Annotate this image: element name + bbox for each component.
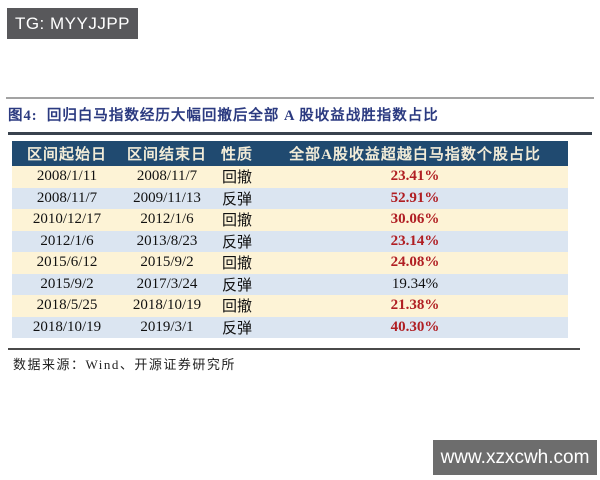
col-header-start-date: 区间起始日 — [12, 141, 122, 166]
table-row: 2018/5/25 2018/10/19 回撤 21.38% — [12, 295, 568, 317]
cell-end-date: 2015/9/2 — [122, 252, 212, 274]
top-divider-line — [6, 97, 594, 99]
cell-start-date: 2010/12/17 — [12, 209, 122, 231]
cell-end-date: 2013/8/23 — [122, 230, 212, 252]
table-row: 2008/11/7 2009/11/13 反弹 52.91% — [12, 187, 568, 209]
cell-percentage: 30.06% — [262, 209, 568, 231]
cell-end-date: 2018/10/19 — [122, 295, 212, 317]
cell-start-date: 2018/10/19 — [12, 316, 122, 338]
col-header-end-date: 区间结束日 — [122, 141, 212, 166]
col-header-win-ratio: 全部A股收益超越白马指数个股占比 — [262, 141, 568, 166]
table-row: 2018/10/19 2019/3/1 反弹 40.30% — [12, 316, 568, 338]
cell-percentage: 24.08% — [262, 252, 568, 274]
website-watermark-badge: www.xzxcwh.com — [433, 440, 597, 475]
cell-nature: 反弹 — [212, 316, 262, 338]
cell-start-date: 2012/1/6 — [12, 230, 122, 252]
table-row: 2015/9/2 2017/3/24 反弹 19.34% — [12, 273, 568, 295]
cell-start-date: 2018/5/25 — [12, 295, 122, 317]
cell-start-date: 2015/9/2 — [12, 273, 122, 295]
source-divider-line — [8, 348, 580, 350]
table-row: 2010/12/17 2012/1/6 回撤 30.06% — [12, 209, 568, 231]
cell-percentage: 23.41% — [262, 166, 568, 188]
cell-percentage: 52.91% — [262, 187, 568, 209]
cell-end-date: 2017/3/24 — [122, 273, 212, 295]
cell-start-date: 2015/6/12 — [12, 252, 122, 274]
col-header-nature: 性质 — [212, 141, 262, 166]
cell-end-date: 2009/11/13 — [122, 187, 212, 209]
cell-start-date: 2008/11/7 — [12, 187, 122, 209]
data-source-note: 数据来源：Wind、开源证券研究所 — [13, 357, 236, 372]
cell-nature: 回撤 — [212, 166, 262, 188]
cell-nature: 回撤 — [212, 252, 262, 274]
cell-nature: 回撤 — [212, 295, 262, 317]
cell-percentage: 19.34% — [262, 273, 568, 295]
title-underline — [8, 132, 592, 135]
table-header-row: 区间起始日 区间结束日 性质 全部A股收益超越白马指数个股占比 — [12, 141, 568, 166]
cell-nature: 反弹 — [212, 230, 262, 252]
cell-percentage: 23.14% — [262, 230, 568, 252]
cell-start-date: 2008/1/11 — [12, 166, 122, 188]
drawdown-rebound-table: 区间起始日 区间结束日 性质 全部A股收益超越白马指数个股占比 2008/1/1… — [12, 141, 568, 338]
telegram-watermark-badge: TG: MYYJJPP — [7, 8, 138, 39]
table-body: 2008/1/11 2008/11/7 回撤 23.41% 2008/11/7 … — [12, 166, 568, 338]
table-row: 2015/6/12 2015/9/2 回撤 24.08% — [12, 252, 568, 274]
cell-percentage: 21.38% — [262, 295, 568, 317]
cell-end-date: 2012/1/6 — [122, 209, 212, 231]
cell-end-date: 2008/11/7 — [122, 166, 212, 188]
cell-percentage: 40.30% — [262, 316, 568, 338]
cell-end-date: 2019/3/1 — [122, 316, 212, 338]
cell-nature: 回撤 — [212, 209, 262, 231]
table-row: 2012/1/6 2013/8/23 反弹 23.14% — [12, 230, 568, 252]
cell-nature: 反弹 — [212, 187, 262, 209]
table-row: 2008/1/11 2008/11/7 回撤 23.41% — [12, 166, 568, 188]
figure-title: 图4: 回归白马指数经历大幅回撤后全部 A 股收益战胜指数占比 — [8, 108, 439, 124]
cell-nature: 反弹 — [212, 273, 262, 295]
